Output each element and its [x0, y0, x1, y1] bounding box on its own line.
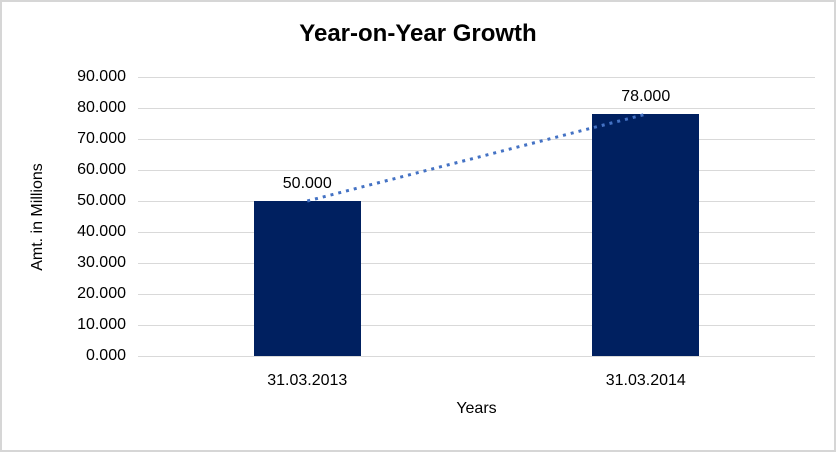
y-tick-label: 70.000 [77, 130, 126, 147]
x-axis-title: Years [456, 400, 497, 417]
y-tick-label: 60.000 [77, 161, 126, 178]
y-gridline [138, 356, 815, 357]
y-tick-label: 50.000 [77, 192, 126, 209]
bar [592, 114, 700, 356]
y-gridline [138, 232, 815, 233]
y-gridline [138, 201, 815, 202]
x-tick-label: 31.03.2013 [267, 372, 348, 389]
y-tick-label: 40.000 [77, 223, 126, 240]
bar-data-label: 78.000 [621, 88, 671, 106]
y-tick-label: 10.000 [77, 316, 126, 333]
y-gridline [138, 139, 815, 140]
y-gridline [138, 263, 815, 264]
y-tick-label: 90.000 [77, 68, 126, 85]
y-tick-label: 80.000 [77, 99, 126, 116]
y-tick-label: 20.000 [77, 285, 126, 302]
y-gridline [138, 294, 815, 295]
y-tick-label: 30.000 [77, 254, 126, 271]
chart-title: Year-on-Year Growth [299, 20, 537, 47]
y-gridline [138, 77, 815, 78]
y-gridline [138, 108, 815, 109]
bar-data-label: 50.000 [282, 175, 332, 192]
y-tick-label: 0.000 [85, 347, 126, 364]
bar [253, 201, 361, 356]
y-gridline [138, 325, 815, 326]
x-tick-label: 31.03.2014 [605, 372, 686, 389]
y-gridline [138, 170, 815, 171]
